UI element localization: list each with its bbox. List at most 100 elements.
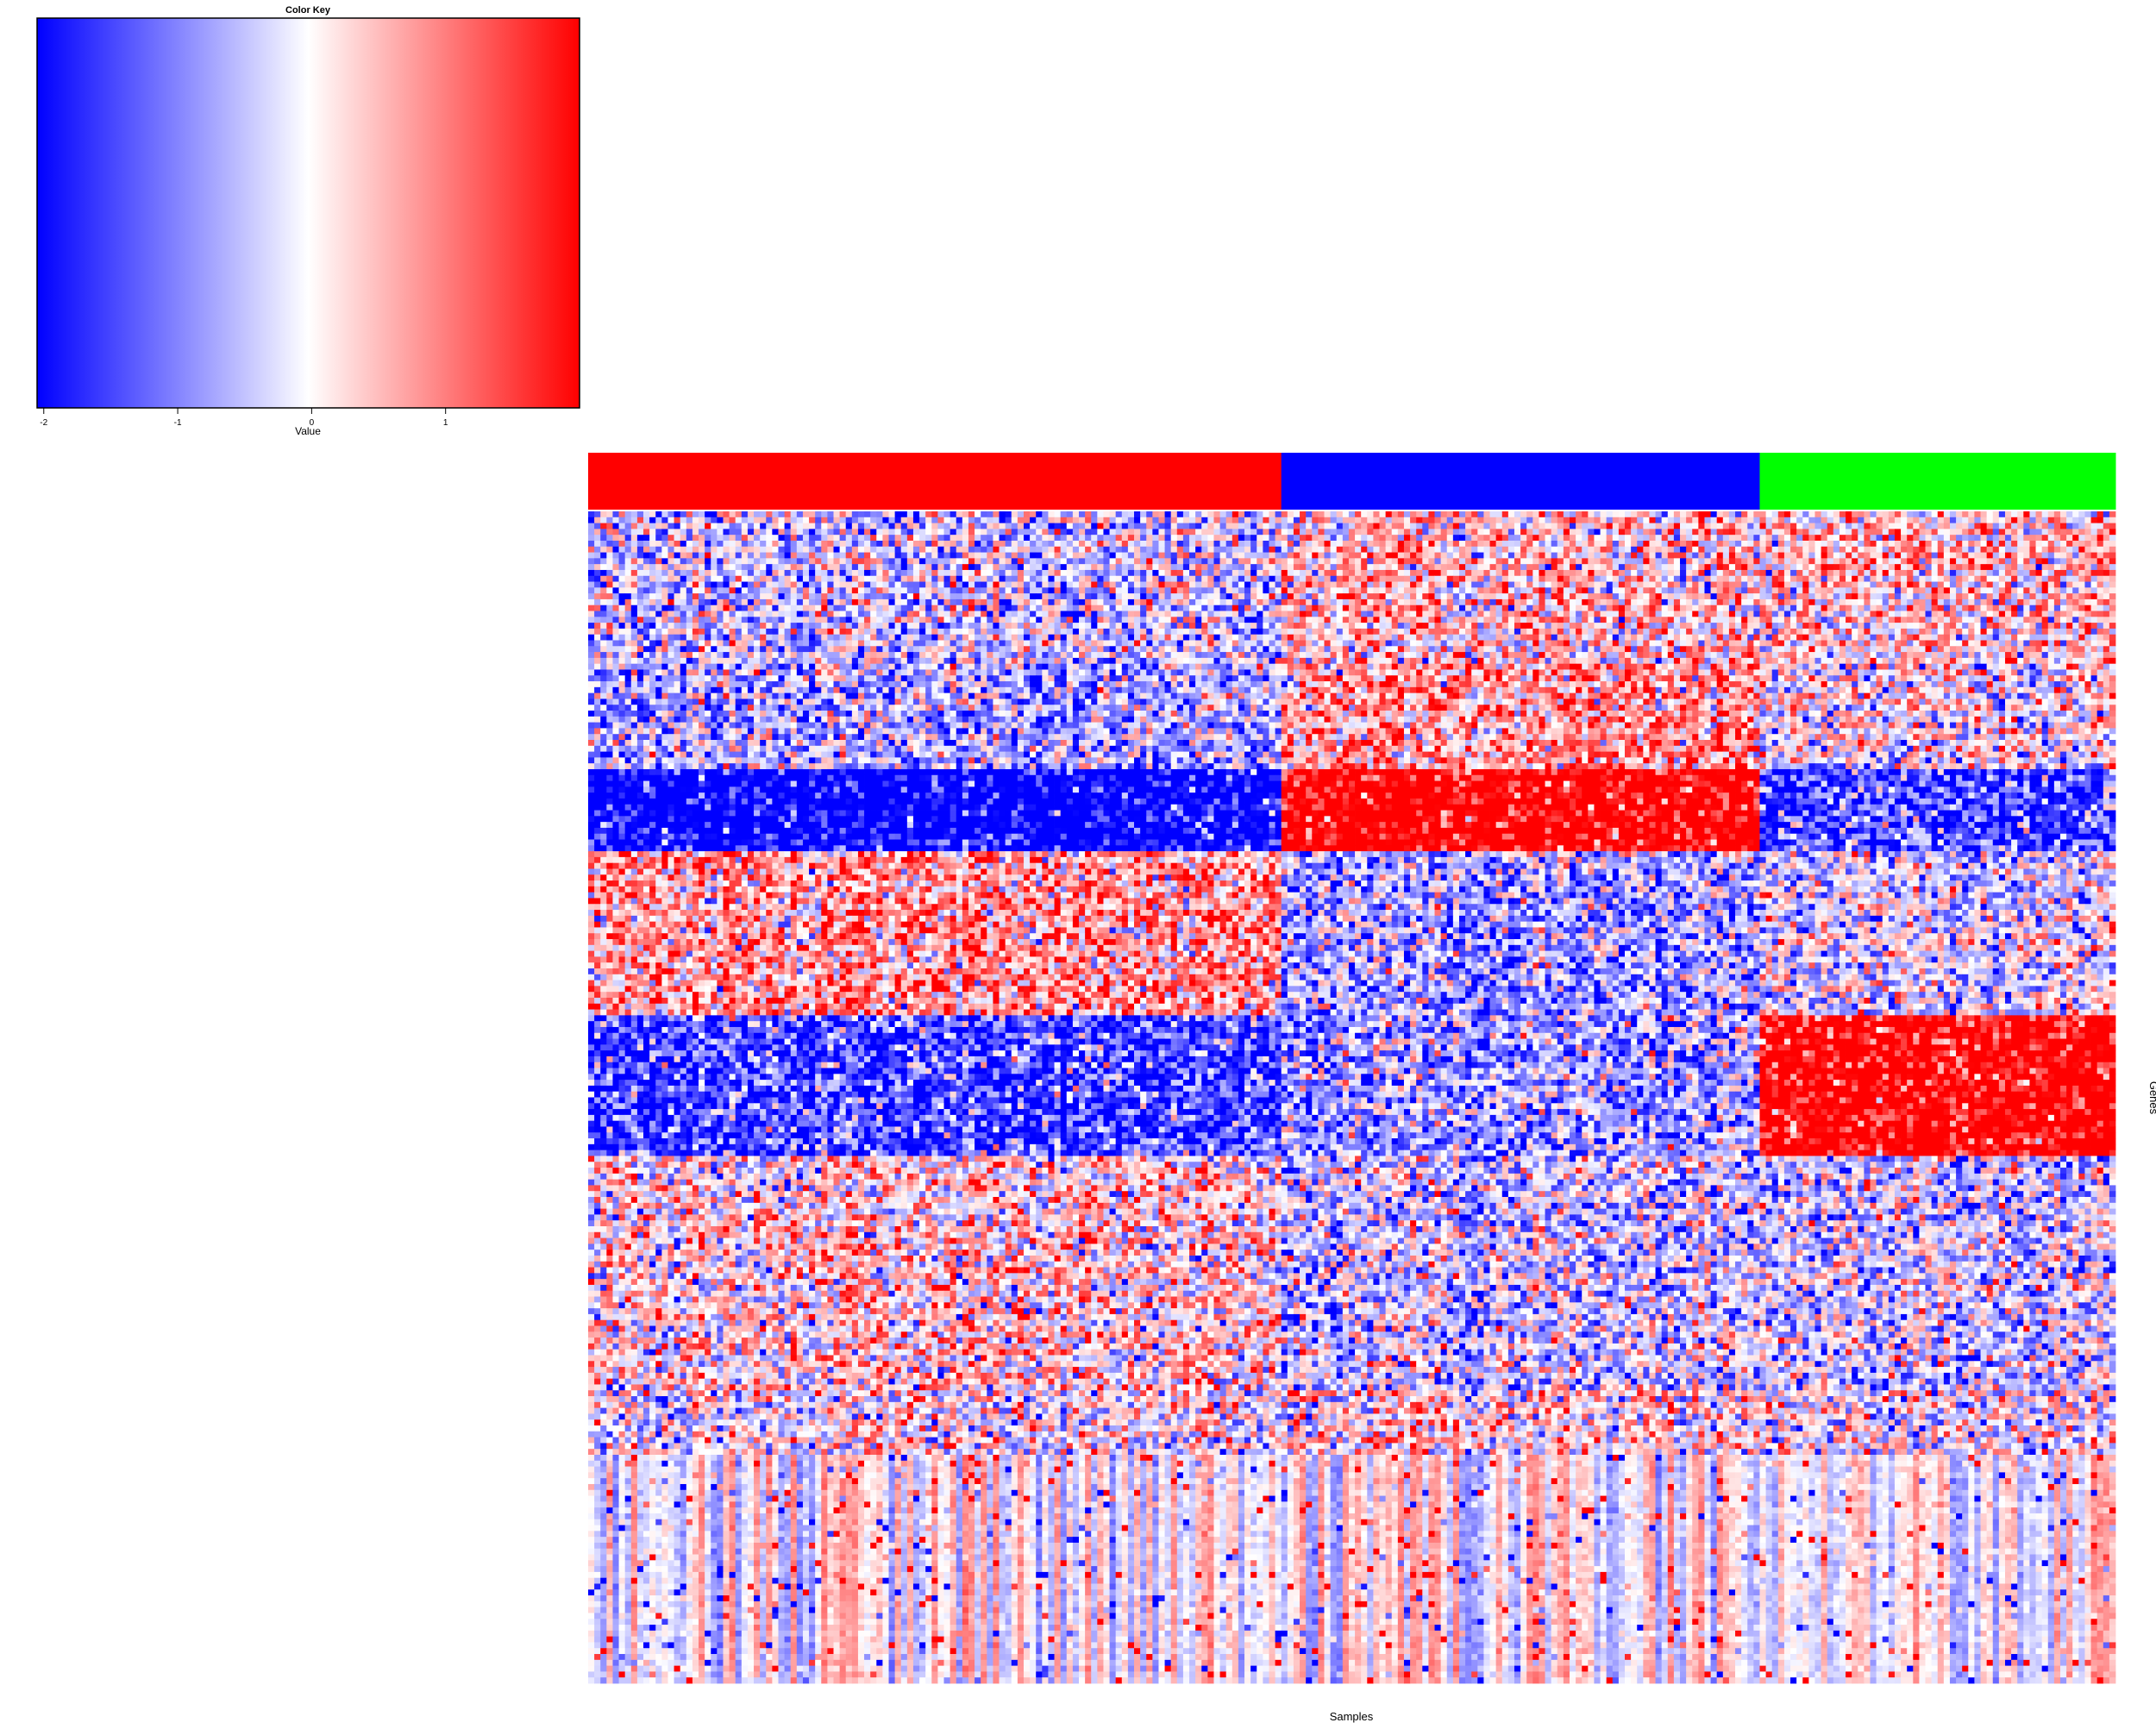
heatmap-cell xyxy=(913,541,920,547)
heatmap-cell xyxy=(1539,587,1545,593)
heatmap-cell xyxy=(1435,517,1442,523)
heatmap-cell xyxy=(889,593,896,599)
heatmap-cell xyxy=(1729,587,1736,593)
heatmap-cell xyxy=(1073,535,1080,541)
heatmap-cell xyxy=(797,623,804,629)
heatmap-cell xyxy=(791,511,798,517)
heatmap-cell xyxy=(760,553,767,559)
heatmap-cell xyxy=(2017,611,2024,617)
heatmap-cell xyxy=(1110,599,1117,605)
heatmap-cell xyxy=(1907,564,1914,570)
heatmap-cell xyxy=(1889,611,1896,617)
heatmap-cell xyxy=(1551,570,1558,576)
heatmap-cell xyxy=(1582,553,1589,559)
heatmap-cell xyxy=(1226,576,1233,582)
heatmap-cell xyxy=(1582,593,1589,599)
heatmap-cell xyxy=(1601,517,1608,523)
heatmap-cell xyxy=(1067,558,1074,564)
heatmap-cell xyxy=(2017,511,2024,517)
heatmap-cell xyxy=(1447,587,1454,593)
heatmap-cell xyxy=(1361,623,1368,629)
heatmap-cell xyxy=(1784,523,1791,529)
heatmap-cell xyxy=(1545,605,1552,611)
heatmap-cell xyxy=(1532,576,1539,582)
heatmap-cell xyxy=(1772,541,1779,547)
heatmap-cell xyxy=(1668,523,1675,529)
heatmap-cell xyxy=(1355,535,1362,541)
heatmap-cell xyxy=(1974,623,1981,629)
heatmap-cell xyxy=(1747,558,1754,564)
heatmap-cell xyxy=(1091,529,1098,535)
heatmap-cell xyxy=(1974,558,1981,564)
heatmap-cell xyxy=(1122,593,1129,599)
heatmap-cell xyxy=(1195,599,1202,605)
heatmap-cell xyxy=(962,587,969,593)
heatmap-cell xyxy=(1238,605,1245,611)
heatmap-cell xyxy=(1140,523,1147,529)
heatmap-cell xyxy=(612,564,619,570)
heatmap-cell xyxy=(1778,558,1785,564)
heatmap-cell xyxy=(840,511,847,517)
heatmap-cell xyxy=(1269,541,1275,547)
heatmap-cell xyxy=(1024,529,1031,535)
heatmap-cell xyxy=(748,617,755,623)
heatmap-cell xyxy=(1674,582,1681,588)
heatmap-cell xyxy=(1110,623,1117,629)
heatmap-cell xyxy=(1110,517,1117,523)
heatmap-cell xyxy=(742,587,749,593)
heatmap-cell xyxy=(1282,570,1288,576)
heatmap-cell xyxy=(2048,582,2055,588)
heatmap-cell xyxy=(785,605,792,611)
heatmap-cell xyxy=(1968,605,1975,611)
heatmap-cell xyxy=(834,564,841,570)
heatmap-cell xyxy=(944,553,951,559)
heatmap-cell xyxy=(907,541,914,547)
heatmap-cell xyxy=(1030,523,1037,529)
heatmap-cell xyxy=(1913,605,1920,611)
heatmap-cell xyxy=(1871,623,1877,629)
heatmap-cell xyxy=(815,517,822,523)
heatmap-cell xyxy=(1213,529,1220,535)
heatmap-cell xyxy=(1557,523,1564,529)
heatmap-cell xyxy=(742,570,749,576)
heatmap-cell xyxy=(1895,593,1902,599)
heatmap-cell xyxy=(1668,570,1675,576)
heatmap-cell xyxy=(1987,558,1994,564)
heatmap-cell xyxy=(1380,605,1387,611)
heatmap-cell xyxy=(913,576,920,582)
heatmap-cell xyxy=(901,541,908,547)
heatmap-cell xyxy=(1987,582,1994,588)
heatmap-cell xyxy=(1422,535,1429,541)
heatmap-cell xyxy=(1140,599,1147,605)
heatmap-cell xyxy=(1067,547,1074,553)
heatmap-cell xyxy=(588,593,595,599)
heatmap-cell xyxy=(1220,617,1227,623)
heatmap-cell xyxy=(1343,570,1350,576)
heatmap-cell xyxy=(1361,576,1368,582)
heatmap-cell xyxy=(1607,582,1614,588)
heatmap-cell xyxy=(889,541,896,547)
heatmap-cell xyxy=(1619,623,1626,629)
heatmap-cell xyxy=(1042,564,1049,570)
heatmap-cell xyxy=(748,541,755,547)
heatmap-cell xyxy=(1594,529,1601,535)
heatmap-cell xyxy=(1564,576,1570,582)
heatmap-cell xyxy=(705,541,711,547)
heatmap-cell xyxy=(766,570,773,576)
heatmap-cell xyxy=(2042,564,2049,570)
heatmap-cell xyxy=(1490,558,1497,564)
heatmap-cell xyxy=(1177,511,1184,517)
heatmap-cell xyxy=(1711,517,1718,523)
heatmap-cell xyxy=(1386,523,1393,529)
heatmap-cell xyxy=(1944,599,1951,605)
heatmap-cell xyxy=(1453,553,1460,559)
heatmap-cell xyxy=(594,511,601,517)
heatmap-cell xyxy=(1539,541,1545,547)
heatmap-cell xyxy=(649,558,656,564)
heatmap-cell xyxy=(1962,599,1969,605)
heatmap-cell xyxy=(2017,541,2024,547)
heatmap-cell xyxy=(1220,605,1227,611)
heatmap-cell xyxy=(956,599,963,605)
heatmap-cell xyxy=(1036,535,1043,541)
heatmap-cell xyxy=(1171,523,1178,529)
